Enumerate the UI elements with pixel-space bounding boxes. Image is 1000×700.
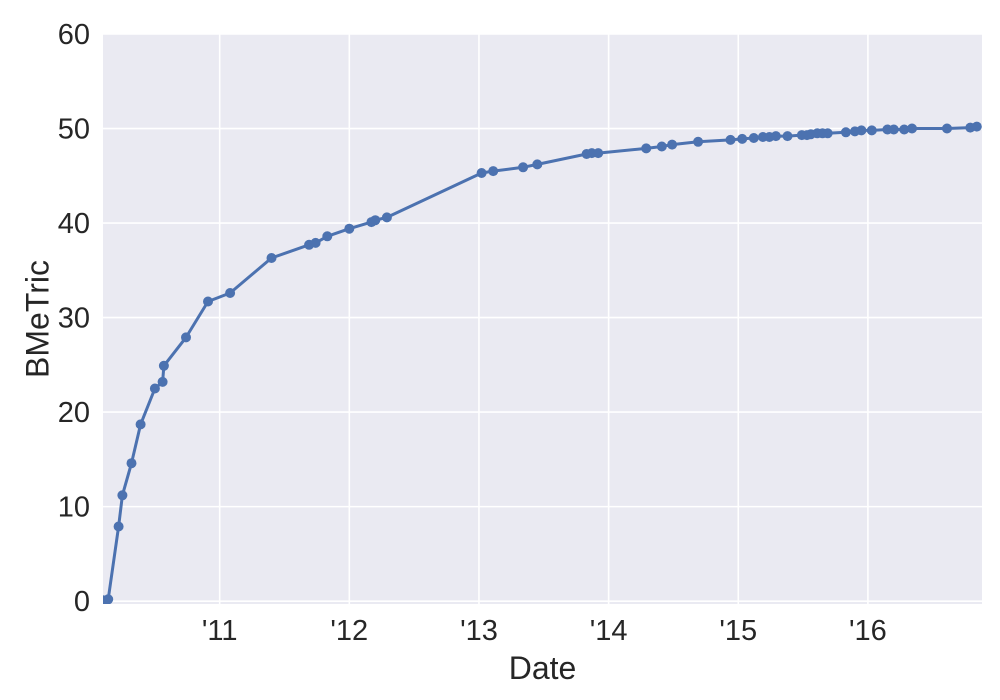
data-point-marker (344, 223, 355, 234)
x-tick-label: '16 (849, 615, 887, 647)
data-point-marker (488, 166, 499, 177)
data-point-marker (770, 131, 781, 142)
data-point-marker (157, 376, 168, 387)
data-point-marker (476, 168, 487, 178)
y-tick-label: 20 (58, 397, 90, 429)
y-tick-label: 0 (74, 586, 90, 618)
data-point-marker (126, 458, 137, 469)
x-tick-label: '12 (330, 615, 368, 647)
data-point-marker (310, 237, 321, 248)
data-point-marker (370, 215, 381, 226)
data-point-marker (158, 360, 169, 371)
y-axis-label: BMeTric (19, 260, 56, 378)
data-point-marker (866, 125, 877, 136)
data-point-marker (656, 141, 667, 152)
x-tick-label: '15 (719, 615, 757, 647)
x-tick-label: '11 (202, 615, 238, 647)
data-point-marker (693, 136, 704, 147)
data-point-marker (203, 296, 213, 307)
data-point-marker (135, 419, 146, 430)
data-point-marker (593, 148, 604, 159)
x-tick-label: '14 (590, 615, 628, 647)
data-point-marker (667, 139, 678, 150)
data-point-marker (117, 490, 128, 501)
data-point-marker (888, 124, 899, 135)
data-point-marker (532, 159, 543, 170)
data-series (103, 121, 982, 604)
data-point-marker (971, 121, 982, 132)
x-axis-label: Date (508, 650, 577, 686)
data-point-marker (641, 143, 652, 154)
data-point-marker (899, 124, 910, 135)
y-tick-label: 30 (58, 303, 90, 335)
y-tick-label: 50 (58, 114, 90, 146)
data-point-marker (840, 127, 851, 138)
data-point-marker (113, 521, 124, 532)
data-point-marker (782, 131, 793, 142)
data-point-marker (381, 212, 392, 223)
data-point-marker (322, 231, 333, 242)
y-tick-label: 10 (58, 492, 90, 524)
x-tick-label: '13 (460, 615, 498, 647)
data-point-marker (149, 383, 160, 394)
data-point-marker (942, 123, 952, 134)
y-tick-label: 40 (58, 208, 90, 240)
data-point-marker (225, 288, 236, 298)
data-point-marker (907, 123, 917, 134)
data-point-marker (748, 133, 759, 143)
data-point-marker (822, 128, 833, 139)
data-point-marker (737, 133, 748, 144)
y-tick-label: 60 (58, 19, 90, 51)
data-point-marker (518, 162, 529, 173)
data-point-marker (103, 594, 114, 604)
data-point-marker (266, 253, 277, 263)
plot-area (103, 34, 982, 604)
data-point-marker (725, 134, 736, 145)
data-point-marker (856, 125, 867, 136)
data-point-marker (181, 332, 191, 343)
